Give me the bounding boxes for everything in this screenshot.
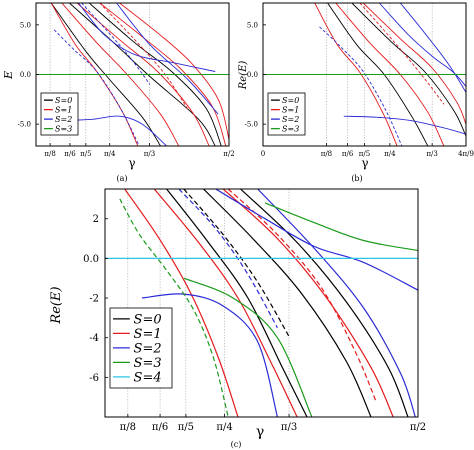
series-line [359,3,445,105]
series-line [227,189,377,402]
series-line [88,3,222,146]
series-line [203,189,372,417]
series-line [50,3,161,146]
x-tick-label: π/2 [410,422,426,433]
y-tick-label: -5.0 [18,121,32,129]
legend-label: S=1 [134,327,162,342]
panel-b: 0 π/8 π/6 π/5 π/4 π/3 4π/9 5.0 0.0 -5.0 Re(E) γ (… [238,2,474,183]
x-tick-label: π/6 [152,422,168,433]
legend-label: S=1 [55,105,72,114]
x-axis-label: γ [361,156,368,170]
legend-label: S=3 [55,124,72,133]
legend: S=0S=1S=2S=3S=4 [109,307,173,389]
panel-c: π/8 π/6 π/5 π/4 π/3 π/2 2 0.0 -2 -4 -6 Re(E) γ (c)… [49,188,426,449]
x-tick-label: π/3 [426,150,437,158]
y-tick-label: -4 [89,333,99,344]
series-line [240,189,409,417]
series-line [319,26,403,146]
series-line [362,3,466,125]
series-line [53,29,140,146]
legend-label: S=0 [282,96,299,105]
legend-label: S=1 [282,105,299,114]
legend-label: S=2 [134,341,162,356]
x-tick-label: 0 [261,150,265,158]
series-group [105,189,418,417]
x-tick-label: π/8 [44,150,55,158]
legend-label: S=2 [55,115,72,124]
series-line [153,189,298,417]
y-tick-label: 0.0 [83,254,99,265]
series-line [99,3,189,110]
series-line [119,198,229,417]
series-line [215,189,418,291]
series-line [183,189,291,338]
x-tick-label: π/6 [342,150,354,158]
series-line [399,3,466,93]
x-axis-label: γ [128,156,135,170]
x-tick-label: π/5 [359,150,370,158]
y-tick-label: 0.0 [20,71,31,79]
x-tick-label: π/8 [120,422,136,433]
y-axis-label: E [2,71,15,80]
x-tick-label: π/2 [223,150,234,158]
panel-caption: (a) [116,174,127,183]
x-axis-label: γ [256,424,264,440]
x-tick-label: π/4 [216,422,232,433]
y-axis-label: Re(E) [49,286,64,324]
legend-label: S=3 [134,356,162,371]
legend-label: S=0 [134,312,162,327]
y-tick-label: 5.0 [20,21,31,29]
legend-label: S=0 [55,96,72,105]
series-line [222,189,394,417]
series-line [378,3,466,87]
series-line [76,3,210,146]
x-tick-label: π/3 [144,150,155,158]
x-tick-label: π/4 [104,150,116,158]
axis-ticks: 0 π/8 π/6 π/5 π/4 π/3 4π/9 5.0 0.0 -5.0 [245,21,474,158]
x-tick-label: 4π/9 [458,150,474,158]
legend-label: S=4 [134,370,162,385]
legend-label: S=2 [282,115,299,124]
series-line [351,3,466,137]
series-line [257,189,416,417]
panel-caption: (c) [231,440,242,449]
y-tick-label: 2 [93,214,99,225]
legend-label: S=3 [282,124,299,133]
x-tick-label: π/8 [321,150,332,158]
legend: S=0S=1S=2S=3 [267,92,306,136]
series-line [141,293,278,417]
series-line [314,3,398,146]
series-line [99,3,227,146]
y-tick-label: -2 [89,294,99,305]
panel-a: π/8 π/6 π/5 π/4 π/3 π/2 5.0 0.0 -5.0 E γ (a) S=0… [2,2,235,183]
panel-caption: (b) [351,174,362,183]
series-line [264,202,418,252]
series-line [183,277,313,417]
y-tick-label: -5.0 [245,121,259,129]
series-line [78,3,216,72]
x-tick-label: π/4 [384,150,396,158]
x-tick-label: π/6 [64,150,76,158]
plot-frame [104,188,419,418]
legend: S=0S=1S=2S=3 [40,92,79,136]
series-line [343,115,466,135]
series-group [36,3,229,146]
series-group [263,3,466,146]
y-tick-label: 5.0 [247,21,258,29]
series-line [166,189,308,417]
x-tick-label: π/3 [281,422,297,433]
series-line [124,189,239,417]
x-tick-label: π/5 [178,422,194,433]
series-line [178,189,278,329]
y-tick-label: -6 [89,373,99,384]
series-line [119,3,229,140]
series-line [73,115,167,146]
y-tick-label: 0.0 [247,71,258,79]
y-axis-label: Re(E) [238,61,249,91]
x-tick-label: π/5 [80,150,91,158]
axis-ticks: π/8 π/6 π/5 π/4 π/3 π/2 5.0 0.0 -5.0 [18,21,235,158]
series-line [116,3,219,115]
axis-ticks: π/8 π/6 π/5 π/4 π/3 π/2 2 0.0 -2 -4 -6 [83,214,426,433]
